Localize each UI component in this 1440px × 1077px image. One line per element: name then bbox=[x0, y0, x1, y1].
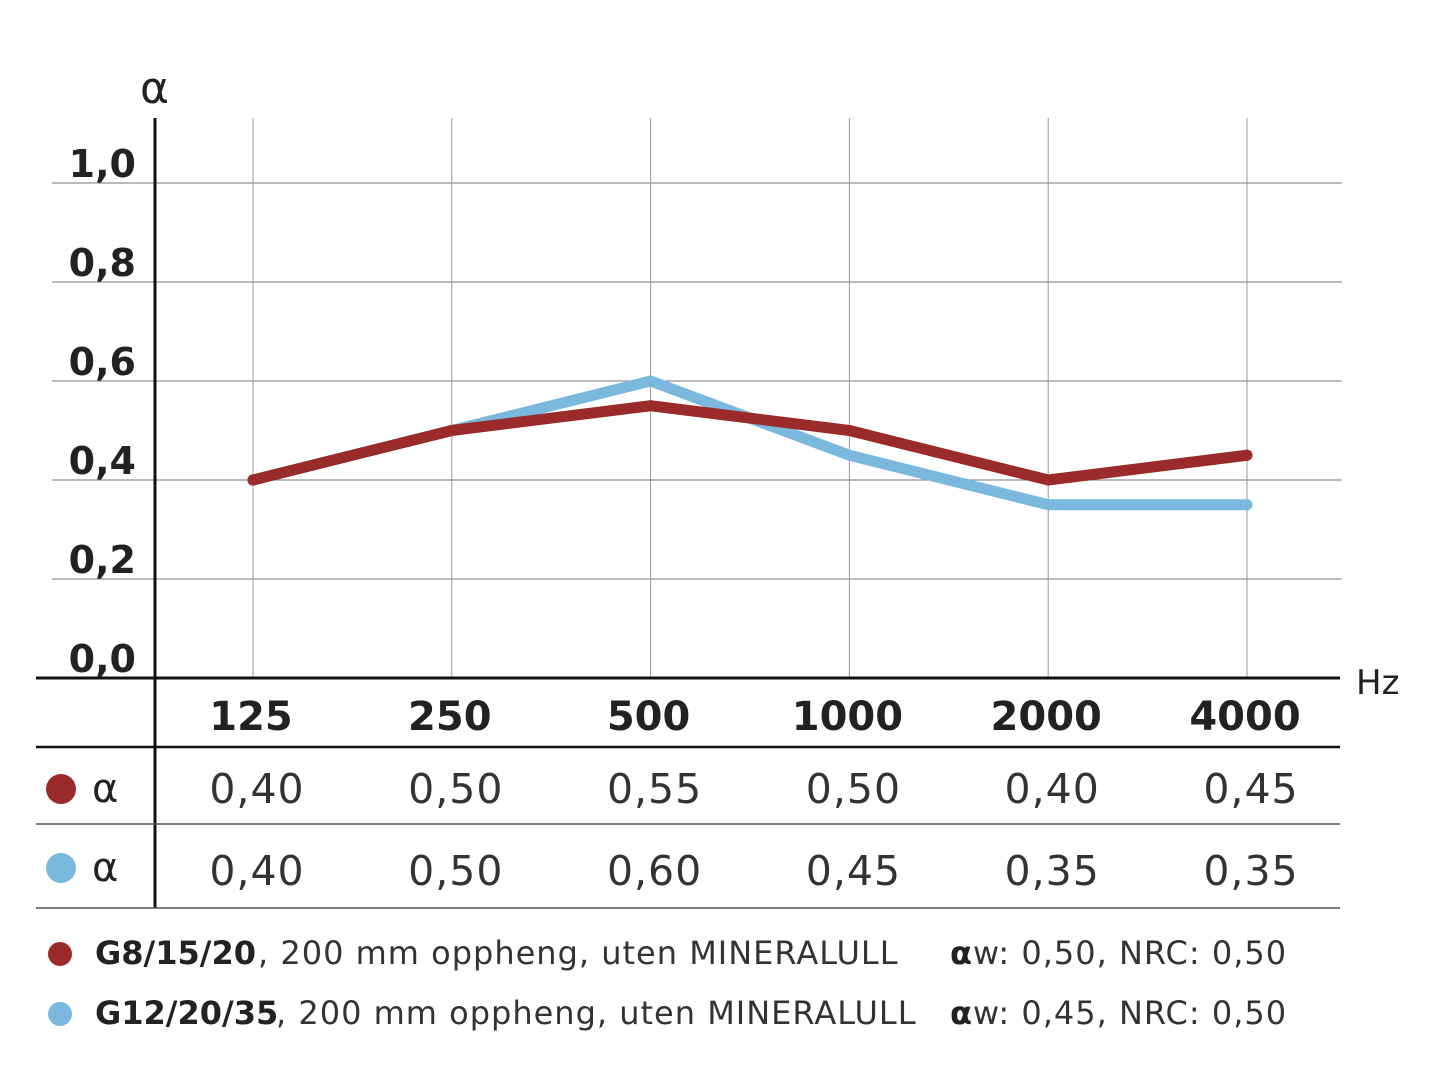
table-cell: 0,35 bbox=[1005, 847, 1100, 895]
y-tick-label: 0,4 bbox=[69, 439, 136, 483]
legend-aw-nrc: αw: 0,50, NRC: 0,50 bbox=[950, 934, 1287, 972]
legend-item-1: G8/15/20 , 200 mm oppheng, uten MINERALU… bbox=[40, 930, 1340, 980]
legend-name: G12/20/35 bbox=[95, 994, 279, 1032]
table-cell: 0,35 bbox=[1203, 847, 1298, 895]
y-tick-labels: 0,0 0,2 0,4 0,6 0,8 1,0 bbox=[69, 142, 136, 681]
x-tick-label: 2000 bbox=[991, 694, 1102, 740]
data-point bbox=[645, 400, 657, 412]
alpha-symbol: α bbox=[950, 934, 973, 972]
data-point bbox=[843, 449, 855, 461]
aw-nrc-values: w: 0,45, NRC: 0,50 bbox=[972, 994, 1288, 1032]
y-tick-label: 0,0 bbox=[69, 637, 136, 681]
legend-name: G8/15/20 bbox=[95, 934, 256, 972]
x-tick-label: 1000 bbox=[792, 694, 903, 740]
value-table: α 0,40 0,50 0,55 0,50 0,40 0,45 α 0,40 0,50 0,60 0,… bbox=[46, 765, 1298, 895]
table-cell: 0,50 bbox=[408, 847, 503, 895]
alpha-symbol: α bbox=[950, 994, 973, 1032]
y-tick-label: 0,8 bbox=[69, 241, 136, 285]
table-cell: 0,50 bbox=[806, 765, 901, 813]
data-point bbox=[247, 474, 259, 486]
data-point bbox=[1241, 499, 1253, 511]
series-line-1 bbox=[247, 400, 1253, 486]
y-tick-label: 1,0 bbox=[69, 142, 136, 186]
data-point bbox=[843, 425, 855, 436]
legend-dot-red bbox=[48, 942, 72, 966]
row-alpha-symbol: α bbox=[92, 845, 118, 891]
aw-nrc-values: w: 0,50, NRC: 0,50 bbox=[972, 934, 1288, 972]
table-cell: 0,60 bbox=[607, 847, 702, 895]
legend-dot-blue bbox=[48, 1002, 72, 1026]
table-cell: 0,45 bbox=[1203, 765, 1298, 813]
x-tick-label: 500 bbox=[607, 694, 691, 740]
table-cell: 0,40 bbox=[209, 765, 304, 813]
data-point bbox=[1042, 499, 1054, 511]
data-point bbox=[1042, 474, 1054, 486]
x-axis-label: Hz bbox=[1356, 663, 1399, 703]
table-cell: 0,40 bbox=[209, 847, 304, 895]
x-tick-label: 125 bbox=[209, 694, 293, 740]
x-tick-labels: 125 250 500 1000 2000 4000 bbox=[209, 694, 1300, 740]
data-point bbox=[645, 375, 657, 387]
table-cell: 0,50 bbox=[408, 765, 503, 813]
y-tick-label: 0,6 bbox=[69, 340, 136, 384]
y-axis-label: α bbox=[140, 63, 169, 114]
data-series bbox=[247, 375, 1253, 511]
legend-description: , 200 mm oppheng, uten MINERALULL bbox=[276, 994, 917, 1032]
table-cell: 0,40 bbox=[1005, 765, 1100, 813]
row-alpha-symbol: α bbox=[92, 766, 118, 812]
data-point bbox=[1241, 449, 1253, 461]
row-dot-2 bbox=[46, 853, 76, 883]
legend-description: , 200 mm oppheng, uten MINERALULL bbox=[258, 934, 899, 972]
legend-aw-nrc: αw: 0,45, NRC: 0,50 bbox=[950, 994, 1287, 1032]
y-tick-label: 0,2 bbox=[69, 538, 136, 582]
table-cell: 0,45 bbox=[806, 847, 901, 895]
x-tick-label: 4000 bbox=[1189, 694, 1300, 740]
chart-axes: α Hz bbox=[36, 63, 1399, 909]
legend-item-2: G12/20/35 , 200 mm oppheng, uten MINERAL… bbox=[40, 990, 1340, 1040]
table-cell: 0,55 bbox=[607, 765, 702, 813]
data-point bbox=[446, 425, 458, 436]
x-tick-label: 250 bbox=[408, 694, 492, 740]
row-dot-1 bbox=[46, 774, 76, 804]
